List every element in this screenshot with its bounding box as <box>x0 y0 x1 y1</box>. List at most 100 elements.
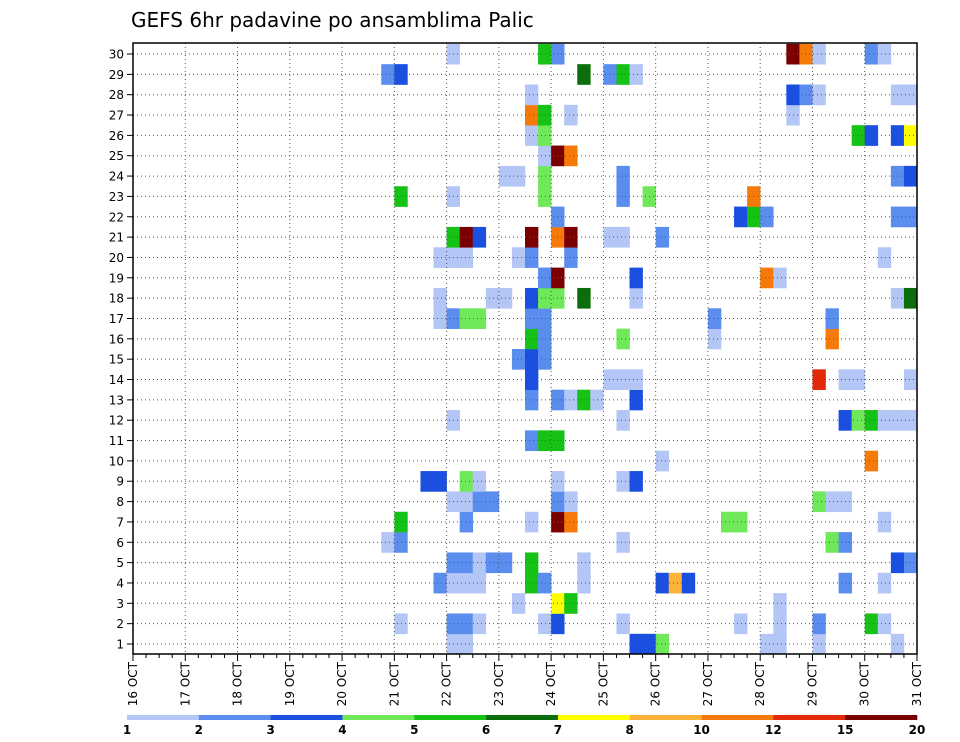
heatmap-cell <box>877 572 892 594</box>
heatmap-cell <box>525 84 539 106</box>
y-tick-label: 6 <box>116 536 124 550</box>
colorbar-swatch <box>342 715 415 720</box>
y-axis: 1234567891011121314151617181920212223242… <box>109 48 133 652</box>
colorbar-swatch <box>270 715 343 720</box>
y-tick-label: 5 <box>116 556 124 570</box>
y-tick-label: 25 <box>109 149 124 163</box>
y-tick-label: 19 <box>109 271 124 285</box>
heatmap-cell <box>511 348 526 370</box>
y-tick-label: 11 <box>109 434 124 448</box>
colorbar-swatch <box>845 715 918 720</box>
colorbar-swatch <box>701 715 774 720</box>
heatmap-cell <box>538 145 552 167</box>
heatmap-cell <box>903 125 918 146</box>
y-tick-label: 12 <box>109 414 124 428</box>
heatmap-cell <box>903 84 918 106</box>
y-tick-label: 29 <box>109 68 124 82</box>
heatmap-cell <box>616 613 630 635</box>
heatmap-cell <box>629 389 643 411</box>
heatmap-cell <box>903 287 918 309</box>
heatmap-cell <box>668 572 683 594</box>
heatmap-cell <box>525 348 539 370</box>
heatmap-cell <box>812 613 826 635</box>
heatmap-cell <box>734 511 748 533</box>
colorbar-label: 20 <box>909 723 926 737</box>
heatmap-cell <box>603 226 617 248</box>
heatmap-cell <box>655 450 670 472</box>
heatmap-cell <box>472 471 487 492</box>
y-tick-label: 17 <box>109 312 124 326</box>
x-tick-label: 25 OCT <box>596 661 610 706</box>
heatmap-cell <box>538 287 552 309</box>
heatmap-cell <box>773 593 787 614</box>
heatmap-cell <box>616 471 630 492</box>
colorbar-swatch <box>486 715 559 720</box>
heatmap-cell <box>538 348 552 370</box>
heatmap-cell <box>812 84 826 106</box>
x-tick-label: 27 OCT <box>701 661 715 706</box>
heatmap-cell <box>525 308 539 329</box>
heatmap-cell <box>877 613 892 635</box>
heatmap-cell <box>577 552 591 574</box>
y-tick-label: 14 <box>109 373 124 387</box>
heatmap-cell <box>381 64 395 85</box>
x-tick-label: 17 OCT <box>178 661 192 706</box>
heatmap-cell <box>773 267 787 289</box>
y-tick-label: 10 <box>109 454 124 468</box>
heatmap-cell <box>851 410 866 431</box>
y-tick-label: 9 <box>116 475 124 489</box>
heatmap-cell <box>564 593 578 614</box>
heatmap-cell <box>616 369 630 390</box>
x-tick-label: 31 OCT <box>910 661 924 706</box>
heatmap-cell <box>655 226 670 248</box>
heatmap-cell <box>433 287 447 309</box>
heatmap-cell <box>485 287 500 309</box>
heatmap-cell <box>812 633 826 655</box>
heatmap-cell <box>420 471 434 492</box>
heatmap-cell <box>773 613 787 635</box>
heatmap-cell <box>538 43 552 65</box>
heatmap-cell <box>538 613 552 635</box>
heatmap-cell <box>616 410 630 431</box>
heatmap-cell <box>564 247 578 268</box>
heatmap-cell <box>903 369 918 390</box>
heatmap-cell <box>799 43 813 65</box>
heatmap-cell <box>381 532 395 553</box>
heatmap-cell <box>825 308 839 329</box>
y-tick-label: 22 <box>109 210 124 224</box>
heatmap-cell <box>877 410 892 431</box>
heatmap-cell <box>538 186 552 207</box>
heatmap-cell <box>564 491 578 513</box>
y-tick-label: 20 <box>109 251 124 265</box>
y-tick-label: 3 <box>116 597 124 611</box>
heatmap-cell <box>681 572 696 594</box>
heatmap-cell <box>564 389 578 411</box>
heatmap-cell <box>459 308 474 329</box>
y-tick-label: 24 <box>109 170 124 184</box>
heatmap-cell <box>903 552 918 574</box>
x-tick-label: 28 OCT <box>753 661 767 706</box>
x-tick-label: 19 OCT <box>283 661 297 706</box>
heatmap-cell <box>472 308 487 329</box>
heatmap-cell <box>616 64 630 85</box>
x-tick-label: 29 OCT <box>805 661 819 706</box>
heatmap-cell <box>525 287 539 309</box>
heatmap-cell <box>629 64 643 85</box>
colorbar-swatch <box>414 715 487 720</box>
x-tick-label: 20 OCT <box>335 661 349 706</box>
heatmap-cell <box>459 471 474 492</box>
heatmap-cell <box>577 287 591 309</box>
heatmap-cell <box>603 369 617 390</box>
heatmap-cell <box>538 308 552 329</box>
heatmap-cell <box>903 165 918 187</box>
heatmap-cell <box>485 552 500 574</box>
x-tick-label: 16 OCT <box>126 661 140 706</box>
heatmap-cell <box>472 572 487 594</box>
heatmap-cell <box>525 104 539 126</box>
y-tick-label: 16 <box>109 332 124 346</box>
heatmap-cell <box>577 572 591 594</box>
heatmap-cell <box>433 247 447 268</box>
heatmap-cell <box>459 226 474 248</box>
heatmap-cell <box>525 247 539 268</box>
heatmap-cell <box>877 511 892 533</box>
